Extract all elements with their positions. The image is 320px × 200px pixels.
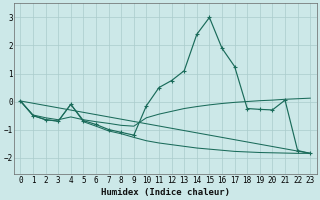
X-axis label: Humidex (Indice chaleur): Humidex (Indice chaleur) — [101, 188, 230, 197]
